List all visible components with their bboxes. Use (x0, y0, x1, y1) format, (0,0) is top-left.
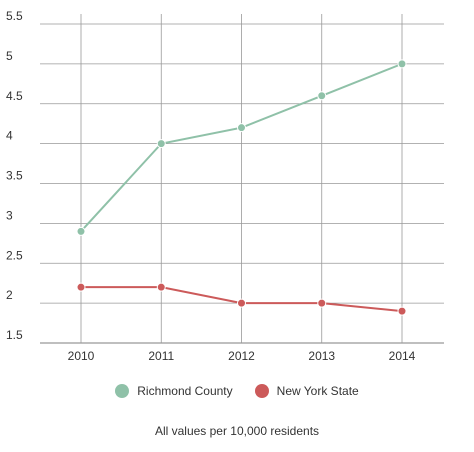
y-tick-label: 5 (6, 49, 13, 63)
legend-swatch-new-york-state (254, 384, 269, 398)
data-point-new-york-state[interactable] (156, 282, 166, 292)
data-point-new-york-state[interactable] (237, 298, 246, 308)
y-tick-label: 1.5 (6, 328, 23, 342)
y-tick-label: 2 (6, 288, 13, 302)
legend-label-new-york-state: New York State (276, 384, 359, 398)
x-tick-label: 2014 (389, 349, 416, 363)
y-tick-label: 4 (6, 129, 13, 143)
chart-caption: All values per 10,000 residents (154, 424, 320, 438)
x-tick-label: 2013 (308, 349, 335, 363)
grid (40, 14, 444, 344)
legend-swatch-richmond-county (115, 384, 130, 398)
y-tick-label: 3.5 (6, 169, 23, 183)
series-layer (76, 59, 407, 316)
legend-item-richmond-county[interactable]: Richmond County (115, 384, 233, 398)
x-tick-label: 2012 (228, 349, 255, 363)
data-point-richmond-county[interactable] (397, 59, 407, 69)
data-point-new-york-state[interactable] (317, 298, 327, 308)
data-point-new-york-state[interactable] (397, 306, 407, 316)
legend-label-richmond-county: Richmond County (137, 384, 233, 398)
axes: 1.5 2 2.5 3 3.5 4 4.5 5 5.5 2010 2011 2012 2013 2014 (6, 9, 416, 363)
data-point-richmond-county[interactable] (76, 226, 86, 236)
data-point-richmond-county[interactable] (317, 91, 327, 101)
data-point-richmond-county[interactable] (156, 139, 166, 149)
y-tick-label: 4.5 (6, 89, 23, 103)
x-tick-label: 2011 (148, 349, 174, 363)
legend: Richmond County New York State (0, 381, 474, 401)
legend-item-new-york-state[interactable]: New York State (254, 384, 359, 398)
y-tick-label: 3 (6, 208, 13, 222)
data-point-new-york-state[interactable] (76, 282, 86, 292)
y-tick-label: 5.5 (6, 9, 23, 23)
x-tick-label: 2010 (68, 349, 95, 363)
y-tick-label: 2.5 (6, 248, 23, 262)
data-point-richmond-county[interactable] (237, 123, 246, 133)
